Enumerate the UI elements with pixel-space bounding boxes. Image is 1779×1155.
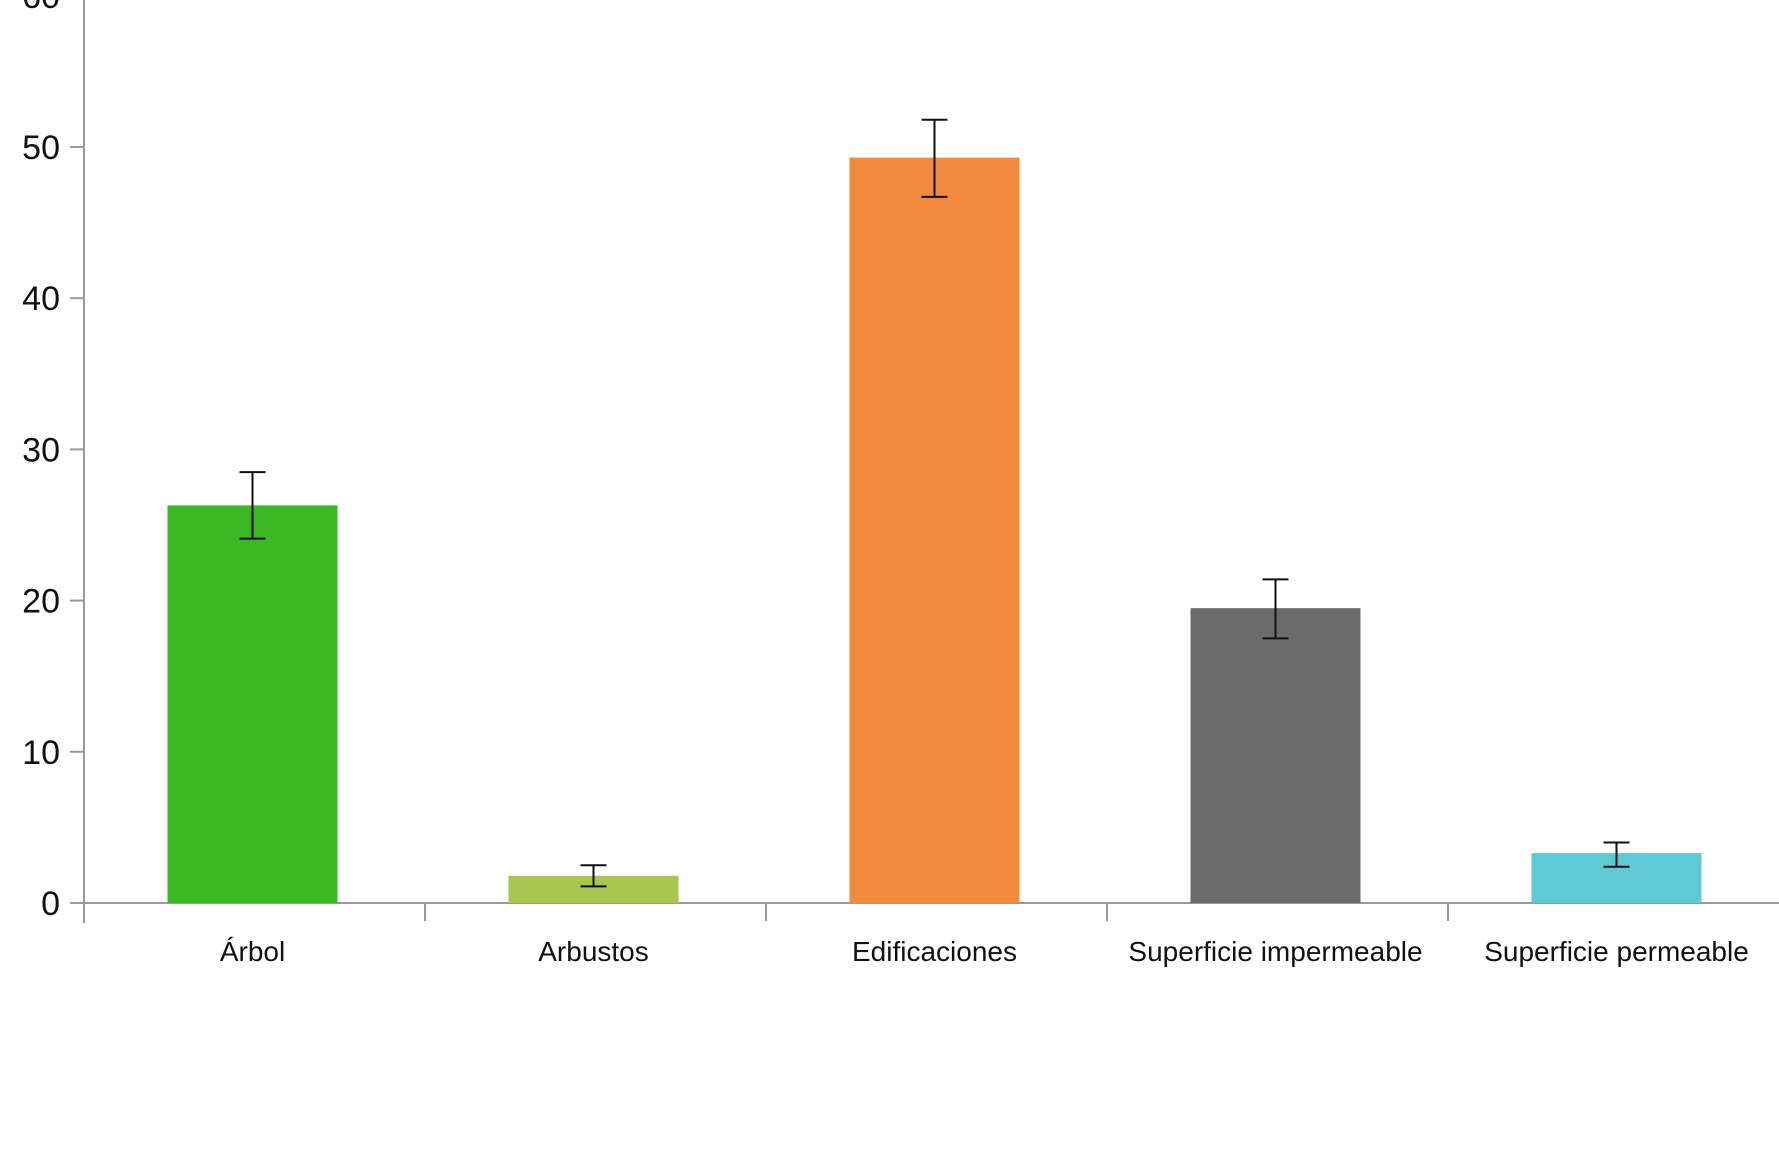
y-tick-label: 30 [22, 431, 60, 469]
bar [167, 505, 338, 903]
x-tick-label: Arbustos [538, 936, 649, 967]
error-bar [921, 118, 948, 198]
error-bar [1603, 841, 1630, 868]
bar [849, 157, 1020, 904]
y-tick-label: 10 [22, 734, 60, 772]
x-tick-label: Árbol [220, 936, 285, 967]
x-tick-label: Edificaciones [852, 936, 1017, 967]
error-bar [239, 471, 266, 540]
error-bar [1262, 578, 1289, 640]
y-tick-label: 40 [22, 280, 60, 318]
y-tick-label: 60 [22, 0, 60, 16]
error-bar [580, 864, 607, 888]
bar [1190, 608, 1361, 903]
y-tick-label: 0 [41, 885, 60, 923]
y-tick-label: 20 [22, 583, 60, 621]
x-tick-label: Superficie impermeable [1128, 936, 1422, 967]
y-tick-label: 50 [22, 129, 60, 167]
x-axis: Árbol Arbustos Edificaciones Superficie imp… [83, 902, 1779, 967]
x-tick-label: Superficie permeable [1484, 936, 1749, 967]
y-axis: 0 10 20 30 40 50 60 [22, 0, 85, 923]
error-bars [239, 118, 1630, 888]
bars [167, 157, 1702, 904]
